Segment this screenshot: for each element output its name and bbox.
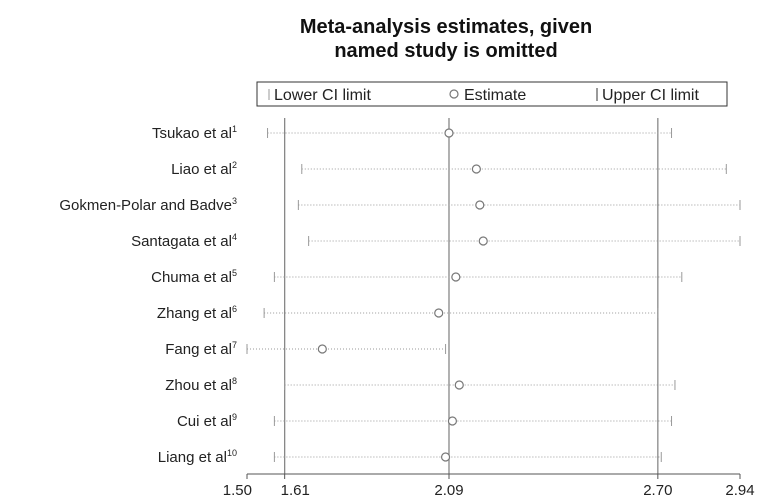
study-reference: 2 (232, 160, 237, 170)
study-label: Zhang et al6 (157, 304, 237, 322)
x-tick-label: 1.50 (223, 482, 252, 499)
study-label: Gokmen-Polar and Badve3 (59, 196, 237, 214)
study-name: Cui et al (177, 413, 232, 430)
study-row: Fang et al7 (165, 340, 447, 358)
study-reference: 1 (232, 124, 237, 134)
estimate-marker (317, 344, 327, 354)
reference-lines (284, 118, 659, 474)
legend-lower-ci-label: Lower CI limit (274, 87, 371, 104)
estimate-marker (454, 380, 464, 390)
study-name: Santagata et al (131, 233, 232, 250)
estimate-marker (447, 416, 458, 426)
x-tick-label: 1.61 (281, 482, 310, 499)
study-row: Zhou et al8 (165, 376, 676, 394)
estimate-marker (475, 200, 485, 210)
study-reference: 3 (232, 196, 237, 206)
study-row: Zhang et al6 (157, 304, 659, 322)
legend-upper-ci-label: Upper CI limit (602, 87, 699, 104)
study-reference: 10 (227, 448, 237, 458)
study-label: Cui et al9 (177, 412, 237, 430)
x-tick-label: 2.70 (643, 482, 672, 499)
study-row: Santagata et al4 (131, 232, 741, 250)
legend: Lower CI limit Estimate Upper CI limit (256, 81, 728, 107)
study-label: Santagata et al4 (131, 232, 237, 250)
chart-title-line-2: named study is omitted (334, 40, 557, 62)
study-name: Chuma et al (151, 269, 232, 286)
study-label: Tsukao et al1 (152, 124, 237, 142)
estimate-marker (444, 128, 454, 138)
study-row: Cui et al9 (177, 412, 673, 430)
study-label: Zhou et al8 (165, 376, 237, 394)
study-reference: 7 (232, 340, 237, 350)
study-name: Zhou et al (165, 377, 232, 394)
study-reference: 8 (232, 376, 237, 386)
study-name: Tsukao et al (152, 125, 232, 142)
x-axis: 1.50 1.61 2.09 2.70 2.94 (223, 473, 755, 499)
study-row: Liang et al10 (158, 448, 662, 466)
study-name: Zhang et al (157, 305, 232, 322)
study-row: Tsukao et al1 (152, 124, 673, 142)
study-name: Fang et al (165, 341, 232, 358)
estimate-marker (440, 452, 451, 462)
study-row: Chuma et al5 (151, 268, 683, 286)
study-row: Gokmen-Polar and Badve3 (59, 196, 741, 214)
x-tick-label: 2.09 (434, 482, 463, 499)
study-label: Liao et al2 (171, 160, 237, 178)
study-name: Liang et al (158, 449, 227, 466)
study-label: Fang et al7 (165, 340, 237, 358)
legend-estimate-label: Estimate (464, 87, 526, 104)
legend-box (256, 81, 728, 107)
study-row: Liao et al2 (171, 160, 727, 178)
study-reference: 5 (232, 268, 237, 278)
study-name: Liao et al (171, 161, 232, 178)
study-reference: 9 (232, 412, 237, 422)
estimate-marker (471, 164, 481, 174)
chart-title-line-1: Meta-analysis estimates, given (300, 16, 592, 38)
study-reference: 4 (232, 232, 237, 242)
study-reference: 6 (232, 304, 237, 314)
study-rows: Tsukao et al1 Liao et al2 Gokmen-Polar and… (59, 124, 741, 466)
estimate-marker (434, 308, 444, 318)
study-label: Liang et al10 (158, 448, 237, 466)
study-name: Gokmen-Polar and Badve (59, 197, 232, 214)
x-tick-label: 2.94 (725, 482, 754, 499)
estimate-marker (478, 236, 488, 246)
study-label: Chuma et al5 (151, 268, 237, 286)
legend-estimate-symbol (449, 89, 459, 99)
estimate-marker (451, 272, 461, 282)
